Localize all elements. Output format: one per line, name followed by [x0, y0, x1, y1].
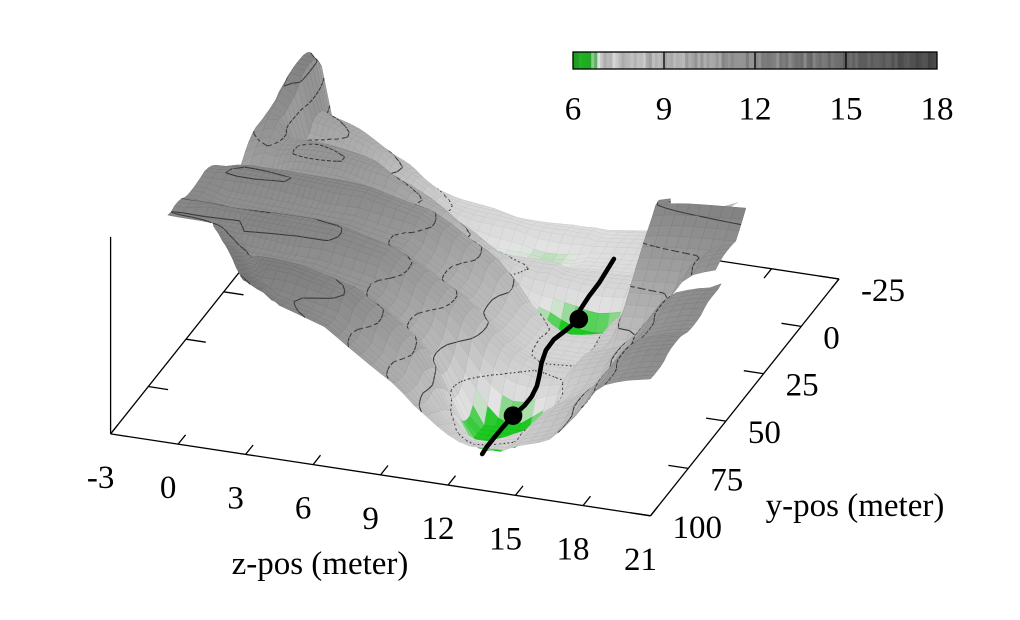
- svg-text:25: 25: [786, 368, 819, 404]
- svg-text:0: 0: [160, 470, 177, 506]
- svg-text:9: 9: [656, 92, 673, 128]
- svg-text:15: 15: [489, 521, 522, 557]
- svg-text:50: 50: [748, 415, 781, 451]
- svg-text:-3: -3: [87, 460, 115, 496]
- svg-text:18: 18: [921, 92, 954, 128]
- svg-text:100: 100: [673, 510, 723, 546]
- svg-text:21: 21: [624, 542, 657, 578]
- svg-text:y-pos (meter): y-pos (meter): [766, 488, 945, 524]
- svg-text:z-pos (meter): z-pos (meter): [232, 546, 409, 582]
- svg-text:3: 3: [227, 480, 244, 516]
- svg-text:15: 15: [830, 92, 863, 128]
- svg-text:6: 6: [565, 92, 582, 128]
- svg-text:12: 12: [739, 92, 772, 128]
- svg-text:6: 6: [295, 491, 312, 527]
- svg-text:12: 12: [422, 511, 455, 547]
- svg-text:75: 75: [710, 462, 743, 498]
- svg-text:-25: -25: [861, 273, 905, 309]
- svg-text:18: 18: [557, 532, 590, 568]
- svg-text:9: 9: [362, 501, 379, 537]
- svg-text:0: 0: [823, 320, 840, 356]
